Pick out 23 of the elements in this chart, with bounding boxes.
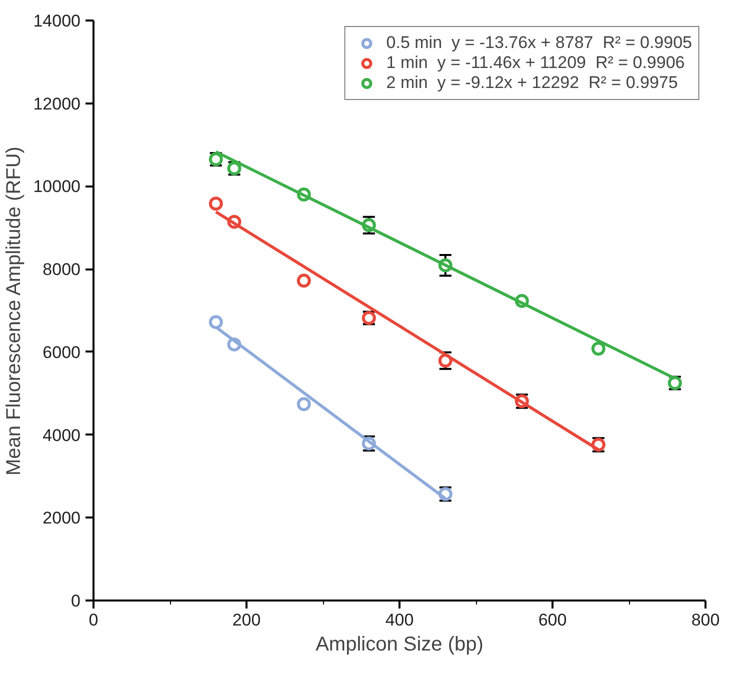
- y-tick-label: 0: [71, 592, 81, 610]
- y-tick-label: 6000: [42, 342, 81, 362]
- x-tick-label: 400: [385, 610, 414, 630]
- y-tick-label: 2000: [42, 508, 81, 528]
- x-tick-label: 0: [88, 610, 98, 630]
- x-tick-label: 200: [232, 610, 261, 630]
- legend-label: 2 min y = -9.12x + 12292 R² = 0.9975: [386, 73, 678, 93]
- x-axis-title: Amplicon Size (bp): [316, 634, 484, 656]
- point: [208, 196, 223, 211]
- y-tick-label: 14000: [33, 12, 81, 30]
- point: [208, 315, 223, 330]
- legend-label: 1 min y = -11.46x + 11209 R² = 0.9906: [386, 53, 685, 73]
- point: [296, 274, 311, 288]
- y-tick-label: 10000: [33, 177, 81, 196]
- point: [591, 342, 606, 356]
- y-tick-label: 8000: [42, 260, 81, 280]
- legend-label: 0.5 min y = -13.76x + 8787 R² = 0.9905: [386, 33, 692, 53]
- y-tick-label: 12000: [33, 94, 81, 114]
- point: [296, 397, 311, 412]
- y-tick-label: 4000: [42, 426, 81, 445]
- y-axis-title: Mean Fluorescence Amplitude (RFU): [3, 146, 26, 476]
- x-tick-label: 800: [691, 610, 720, 630]
- x-tick-label: 600: [538, 610, 567, 630]
